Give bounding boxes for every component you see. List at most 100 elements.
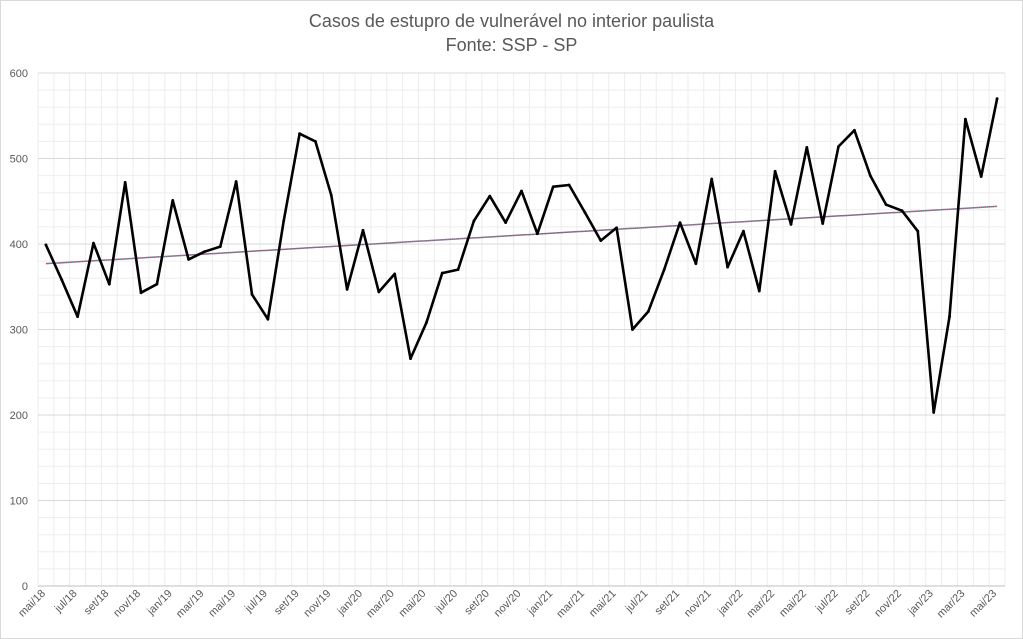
data-point — [60, 278, 64, 282]
data-point — [187, 257, 190, 261]
data-point — [139, 291, 143, 295]
data-point — [377, 290, 381, 294]
data-point — [234, 180, 238, 183]
data-point — [472, 219, 476, 223]
x-tick-label: mar/20 — [364, 588, 397, 621]
data-point — [551, 185, 555, 189]
data-point — [995, 97, 999, 101]
data-point — [155, 282, 159, 286]
x-tick-label: mar/23 — [935, 588, 968, 621]
data-point — [599, 239, 603, 242]
data-point — [282, 219, 286, 223]
data-point — [92, 241, 95, 245]
data-point — [314, 140, 317, 143]
x-tick-label: jul/18 — [52, 588, 80, 616]
data-point — [710, 177, 714, 181]
data-point — [171, 198, 175, 202]
x-tick-label: jan/20 — [335, 588, 365, 618]
y-tick-label: 400 — [10, 239, 28, 251]
data-point — [504, 221, 508, 225]
data-point — [916, 229, 920, 233]
data-point — [393, 272, 397, 276]
data-point — [218, 245, 222, 248]
data-point — [456, 268, 460, 272]
data-point — [535, 232, 539, 236]
x-tick-label: jul/22 — [813, 588, 841, 616]
x-tick-label: mar/22 — [745, 588, 778, 621]
data-point — [298, 132, 301, 136]
data-point — [266, 317, 270, 321]
y-tick-label: 600 — [10, 68, 28, 80]
data-point — [805, 145, 809, 149]
data-point — [488, 194, 492, 198]
x-tick-label: set/20 — [462, 588, 492, 618]
x-tick-label: set/19 — [272, 588, 302, 618]
data-point — [742, 229, 745, 233]
data-point — [789, 222, 793, 226]
x-tick-label: set/22 — [843, 588, 873, 618]
data-point — [678, 221, 682, 225]
x-tick-label: jan/22 — [715, 588, 745, 618]
x-tick-label: mai/22 — [777, 588, 809, 620]
data-point — [107, 282, 111, 286]
data-point — [615, 226, 619, 230]
trendline-overlay — [45, 205, 998, 265]
data-point — [567, 183, 571, 187]
x-tick-label: jan/21 — [525, 588, 555, 618]
data-point — [853, 128, 856, 132]
x-tick-label: mai/19 — [206, 588, 238, 620]
data-point — [821, 222, 825, 225]
x-tick-label: jan/23 — [905, 588, 935, 618]
data-point — [424, 321, 428, 325]
data-point — [345, 287, 349, 291]
y-tick-label: 500 — [10, 154, 28, 166]
data-point — [646, 310, 650, 313]
x-tick-label: mai/23 — [967, 588, 999, 620]
data-point — [868, 174, 872, 178]
x-tick-label: mai/21 — [587, 588, 619, 620]
y-tick-label: 0 — [22, 581, 28, 593]
x-tick-label: nov/21 — [682, 588, 714, 620]
x-tick-label: mai/20 — [397, 588, 429, 620]
x-tick-label: set/18 — [82, 588, 112, 618]
y-tick-label: 300 — [10, 325, 28, 337]
y-tick-label: 200 — [10, 410, 28, 422]
x-tick-label: set/21 — [652, 588, 682, 618]
data-point — [631, 328, 634, 331]
x-tick-label: mar/19 — [174, 588, 207, 621]
trendline — [45, 205, 998, 265]
data-point — [583, 210, 587, 214]
data-point — [662, 268, 666, 272]
x-tick-label: nov/18 — [111, 588, 143, 620]
data-point — [520, 189, 523, 193]
x-tick-label: nov/20 — [492, 588, 524, 620]
data-point — [44, 243, 48, 247]
data-point — [329, 193, 333, 197]
data-point — [900, 209, 904, 213]
data-point — [884, 203, 888, 207]
data-point — [837, 145, 840, 148]
data-point — [76, 315, 80, 319]
x-tick-label: jan/19 — [144, 588, 174, 618]
x-tick-label: jul/20 — [432, 588, 460, 616]
x-tick-label: nov/19 — [302, 588, 334, 620]
series-line — [44, 97, 999, 414]
data-point — [203, 250, 206, 254]
x-tick-label: nov/22 — [872, 588, 904, 620]
data-point — [773, 169, 777, 173]
data-point — [757, 289, 761, 293]
x-tick-label: mar/21 — [554, 588, 587, 621]
x-tick-label: jul/19 — [242, 588, 270, 616]
data-point — [361, 228, 365, 232]
data-point — [948, 315, 951, 319]
data-point — [963, 117, 967, 121]
chart-title: Casos de estupro de vulnerável no interi… — [308, 11, 715, 31]
data-point — [979, 175, 983, 178]
data-point — [409, 357, 412, 360]
y-tick-label: 100 — [10, 496, 28, 508]
data-point — [250, 293, 254, 296]
data-point — [694, 262, 698, 266]
x-tick-label: jul/21 — [623, 588, 651, 616]
